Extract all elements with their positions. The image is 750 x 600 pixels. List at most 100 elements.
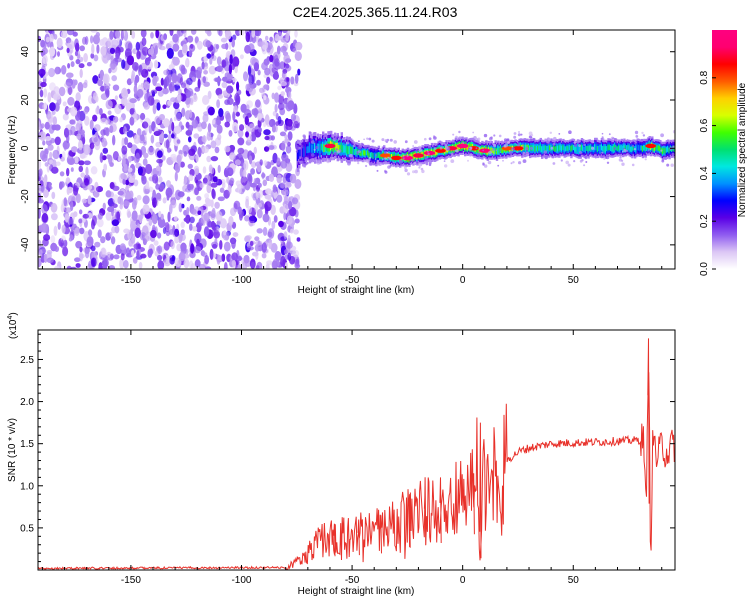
spectrogram-noise-cell [133, 85, 138, 94]
spectrogram-ridge-speck [579, 159, 583, 163]
spectrogram-noise-cell [154, 45, 158, 55]
spectrogram-noise-cell [269, 36, 273, 42]
spectrogram-noise-cell [170, 240, 175, 250]
spectrogram-noise-cell [95, 131, 99, 137]
spectrogram-ridge-cell [617, 145, 621, 151]
spectrogram-ridge-speck [585, 161, 588, 163]
spectrogram-ridge-speck [573, 160, 576, 163]
spectrogram-ridge-cell [372, 152, 375, 159]
spectrogram-ridge-cell [571, 144, 574, 151]
spectrogram-noise-cell [110, 60, 116, 70]
spectrogram-ridge-cell [547, 146, 550, 152]
spectrogram-ridge-speck [528, 131, 533, 136]
spectrogram-ridge-speck [366, 159, 370, 163]
spectrogram-noise-cell [48, 67, 56, 78]
spectrogram-noise-cell [176, 112, 182, 121]
spectrogram-noise-cell [67, 96, 75, 106]
spectrogram-noise-cell [187, 35, 194, 43]
spectrogram-noise-cell [274, 58, 280, 67]
spectrogram-noise-cell [209, 248, 214, 260]
spectrogram-noise-cell [210, 182, 218, 188]
spectrogram-noise-cell [90, 166, 98, 175]
spectrogram-ridge-speck [310, 140, 315, 144]
spectrogram-noise-cell [163, 78, 168, 89]
spectrogram-noise-cell [242, 169, 247, 178]
spectrogram-ridge-cell [347, 146, 350, 155]
spectrogram-ridge-speck [606, 161, 610, 164]
spectrogram-noise-cell [141, 121, 149, 129]
spectrogram-ridge-speck [543, 150, 547, 154]
spectrogram-noise-cell [194, 36, 199, 44]
spectrogram-noise-cell [180, 93, 187, 102]
spectrogram-ridge-speck [532, 138, 535, 141]
spectrogram-ridge-speck [402, 157, 405, 160]
spectrogram-ridge-cell [422, 152, 426, 158]
spectrogram-noise-cell [216, 99, 221, 109]
spectrogram-noise-cell [75, 92, 81, 102]
spectrogram-ridge-cell [493, 149, 496, 155]
spectrogram-noise-cell [257, 202, 263, 208]
spectrogram-noise-cell [263, 84, 269, 90]
spectrogram-noise-cell [50, 202, 58, 213]
spectrogram-ridge-cell [544, 145, 548, 152]
spectrogram-noise-cell [212, 243, 218, 249]
spectrogram-noise-cell [228, 41, 232, 50]
spectrogram-noise-cell [202, 166, 207, 174]
spectrogram-noise-cell [270, 204, 276, 215]
spectrogram-ridge-speck [418, 145, 422, 149]
spectrogram-ridge-speck [394, 154, 397, 157]
spectrogram-ridge-cell [556, 145, 560, 152]
spectrogram-noise-cell [295, 41, 303, 51]
spectrogram-noise-cell [197, 210, 202, 215]
spectrogram-noise-cell [45, 136, 52, 141]
spectrogram-noise-cell [163, 33, 168, 40]
spectrogram-ridge-cell [659, 145, 662, 152]
spectrogram-ridge-cell [345, 145, 349, 154]
spectrogram-noise-cell [188, 174, 194, 182]
spectrogram-noise-cell [107, 110, 112, 115]
spectrogram-noise-cell [58, 86, 66, 97]
spectrogram-noise-cell [215, 87, 223, 97]
spectrogram-ridge-cell [625, 145, 629, 151]
spectrogram-noise-cell [105, 88, 110, 98]
spectrogram-noise-cell [141, 68, 149, 78]
spectrogram-ridge-cell [567, 146, 570, 152]
spectrogram-ridge-speck [511, 147, 515, 151]
spectrogram-noise-cell [74, 227, 80, 236]
spectrogram-ridge-speck [468, 147, 471, 150]
spectrogram-noise-cell [77, 129, 85, 136]
spectrogram-ridge-speck [470, 139, 473, 143]
spectrogram-ridge-speck [356, 152, 359, 155]
spectrogram-ridge-cell [303, 146, 306, 157]
snr-y-multiplier-close: ) [8, 312, 19, 315]
spectrogram-ridge-speck [443, 160, 446, 163]
spectrogram-noise-cell [256, 209, 263, 219]
spectrogram-noise-cell [92, 114, 98, 122]
spectrogram-noise-cell [64, 105, 70, 116]
spectrogram-noise-cell [90, 35, 94, 44]
spectrogram-ridge-speck [418, 162, 423, 167]
spectrogram-noise-cell [218, 108, 224, 118]
spectrogram-noise-cell [140, 253, 147, 259]
spectrogram-ridge-cell [527, 145, 531, 151]
spectrogram-ridge-speck [313, 132, 316, 135]
spectrogram-ridge-speck [525, 147, 529, 151]
spectrogram-noise-cell [77, 82, 84, 93]
spectrogram-noise-cell [152, 75, 157, 86]
spectrogram-noise-cell [215, 44, 220, 50]
spectrogram-ridge-speck [513, 132, 517, 135]
spectrogram-noise-cell [196, 40, 203, 50]
spectrogram-noise-cell [129, 108, 135, 115]
spectrogram-ridge-cell [639, 145, 642, 151]
spectrogram-ridge-cell [314, 142, 317, 153]
spectrogram-ridge-speck [573, 141, 577, 145]
spectrogram-ridge-cell [554, 146, 557, 152]
spectrogram-ridge-speck [439, 146, 443, 150]
spectrogram-ridge-speck [404, 140, 408, 144]
spectrogram-ridge-speck [381, 138, 385, 142]
spectrogram-noise-cell [270, 135, 275, 141]
spectrogram-noise-cell [169, 30, 174, 37]
spectrogram-ridge-cell [296, 150, 300, 161]
spectrogram-noise-cell [153, 131, 161, 136]
spectrogram-ridge-cell [616, 146, 619, 152]
